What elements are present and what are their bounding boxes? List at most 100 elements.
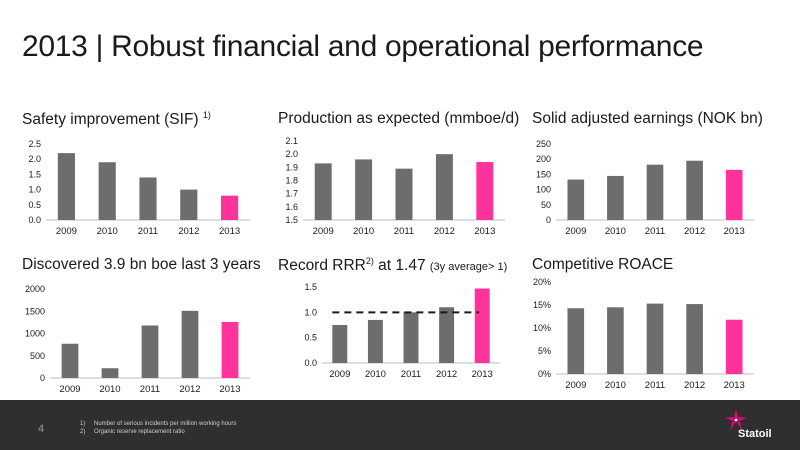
roace-xtick-label: 2010 (605, 380, 626, 391)
panel-title-rrr: Record RRR2) at 1.47 (3y average> 1) (278, 256, 507, 275)
safety-xtick-label: 2013 (219, 226, 240, 237)
earnings-ytick-label: 150 (536, 169, 551, 179)
rrr-xtick-label: 2009 (329, 369, 350, 380)
earnings-xtick-label: 2011 (645, 226, 665, 237)
discovered-bar-2009 (61, 343, 79, 378)
panel-title-text: Record RRR (278, 257, 366, 275)
rrr-xtick-label: 2013 (472, 369, 493, 380)
panel-title-text: Production as expected (mmboe/d) (278, 110, 520, 127)
roace-xtick-label: 2009 (565, 380, 586, 391)
production-bar-2012 (435, 154, 453, 220)
safety-bar-2012 (180, 189, 198, 220)
rrr-xtick-label: 2012 (436, 369, 457, 380)
production-ytick-label: 2.0 (285, 149, 298, 159)
page-number: 4 (38, 423, 45, 435)
production-ytick-label: 1.6 (285, 202, 298, 212)
discovered-ytick-label: 1500 (25, 306, 45, 316)
panel-title-discovered: Discovered 3.9 bn boe last 3 years (22, 256, 261, 274)
rrr-ytick-label: 0.5 (304, 333, 317, 343)
discovered-xtick-label: 2011 (140, 384, 160, 395)
roace-xtick-label: 2011 (645, 380, 665, 391)
panel-title-note: (3y average> 1) (429, 261, 508, 274)
roace-bar-2011 (646, 303, 664, 374)
roace-bar-2013 (725, 319, 743, 374)
earnings-bar-2012 (686, 160, 703, 220)
discovered-xtick-label: 2013 (219, 384, 240, 395)
safety-bar-2010 (98, 162, 116, 220)
safety-ytick-label: 0.5 (28, 200, 41, 210)
earnings-ytick-label: 50 (541, 200, 551, 210)
production-bar-2011 (395, 168, 413, 220)
rrr-ytick-label: 0.0 (304, 358, 317, 368)
panel-title-earnings: Solid adjusted earnings (NOK bn) (532, 110, 763, 128)
footnote-2: 2) Organic reserve replacement ratio (80, 429, 185, 435)
roace-ytick-label: 5% (538, 346, 551, 356)
safety-xtick-label: 2011 (138, 226, 158, 237)
safety-bar-2013 (221, 195, 239, 220)
safety-ytick-label: 0.0 (28, 215, 41, 225)
safety-ytick-label: 1.0 (28, 185, 41, 195)
production-xtick-label: 2009 (313, 226, 334, 237)
production-ytick-label: 1.5 (285, 215, 298, 225)
discovered-xtick-label: 2010 (99, 384, 120, 395)
safety-xtick-label: 2009 (56, 226, 77, 237)
panel-title-text: Discovered 3.9 bn boe last 3 years (22, 256, 261, 273)
roace-ytick-label: 20% (533, 277, 551, 287)
roace-bar-2012 (686, 304, 703, 374)
roace-xtick-label: 2012 (684, 380, 705, 391)
panel-title-safety: Safety improvement (SIF) 1) (22, 110, 211, 129)
production-bar-2013 (476, 162, 494, 220)
roace-ytick-label: 10% (533, 323, 551, 333)
panel-title-text: Competitive ROACE (532, 256, 674, 273)
panel-title-roace: Competitive ROACE (532, 256, 673, 274)
rrr-bar-2010 (367, 319, 383, 363)
roace-bar-2010 (607, 307, 624, 374)
logo-text: Statoil (738, 428, 772, 440)
earnings-ytick-label: 200 (536, 154, 551, 164)
discovered-bar-2012 (181, 310, 199, 378)
footnote-marker: 2) (365, 256, 374, 266)
earnings-ytick-label: 250 (536, 139, 551, 149)
earnings-xtick-label: 2010 (605, 226, 626, 237)
production-bar-2010 (355, 159, 373, 220)
chart-safety: 0.0 0.5 1.0 1.5 2.0 2.5 2009 2010 2011 2012 2013 1.… (25, 136, 754, 395)
rrr-bar-2013 (474, 288, 490, 363)
roace-bar-2009 (567, 308, 585, 374)
rrr-ytick-label: 1.5 (304, 282, 317, 292)
rrr-bar-2009 (332, 325, 348, 363)
discovered-bar-2010 (101, 368, 119, 378)
production-xtick-label: 2010 (353, 226, 374, 237)
earnings-xtick-label: 2009 (565, 226, 586, 237)
rrr-ytick-label: 1.0 (304, 307, 317, 317)
production-ytick-label: 1.8 (285, 176, 298, 186)
rrr-bar-2011 (403, 312, 419, 363)
rrr-xtick-label: 2010 (365, 369, 386, 380)
production-bar-2009 (314, 163, 332, 220)
roace-xtick-label: 2013 (724, 380, 745, 391)
discovered-bar-2011 (141, 325, 159, 378)
rrr-bar-2012 (439, 307, 455, 363)
discovered-xtick-label: 2012 (179, 384, 200, 395)
discovered-ytick-label: 2000 (25, 284, 45, 294)
safety-xtick-label: 2012 (178, 226, 199, 237)
production-xtick-label: 2013 (474, 226, 495, 237)
production-xtick-label: 2012 (434, 226, 455, 237)
discovered-ytick-label: 500 (30, 351, 45, 361)
panel-title-text: Solid adjusted earnings (NOK bn) (532, 110, 763, 127)
discovered-xtick-label: 2009 (59, 384, 80, 395)
slide-title: 2013 | Robust financial and operational … (22, 30, 704, 63)
footnote-marker: 1) (202, 110, 211, 120)
discovered-ytick-label: 1000 (25, 329, 45, 339)
star-logo-icon (725, 409, 747, 430)
earnings-bar-2011 (646, 164, 664, 220)
earnings-xtick-label: 2013 (724, 226, 745, 237)
footer-bar: 4 1) Number of serious incidents per mill… (0, 400, 800, 450)
earnings-xtick-label: 2012 (684, 226, 705, 237)
production-ytick-label: 1.7 (285, 189, 298, 199)
panel-title-text: Safety improvement (SIF) (22, 111, 199, 129)
safety-bar-2009 (57, 153, 75, 220)
roace-ytick-label: 15% (533, 300, 551, 310)
safety-ytick-label: 2.0 (28, 154, 41, 164)
earnings-ytick-label: 100 (536, 185, 551, 195)
panel-title-text-after: at 1.47 (373, 257, 430, 275)
